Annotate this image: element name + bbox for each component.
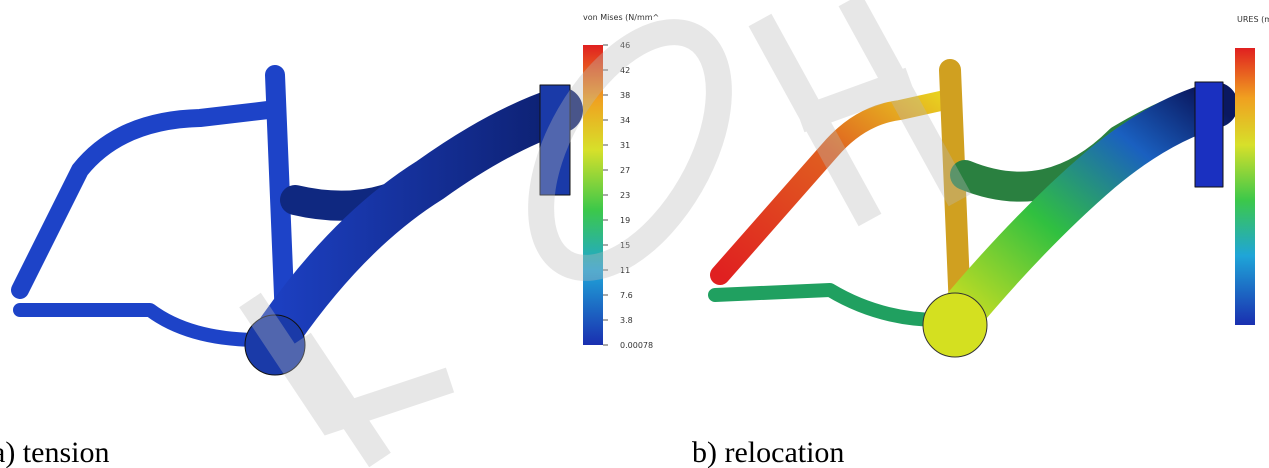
caption: b) relocation xyxy=(692,436,844,468)
tick-label: 3.8 xyxy=(620,316,633,325)
tick-label: 19 xyxy=(620,216,630,225)
frame-a xyxy=(20,75,570,375)
legend-title: von Mises (N/mm^ xyxy=(583,13,659,22)
colorbar xyxy=(1235,48,1255,325)
tick-label: 38 xyxy=(620,91,630,100)
legend-title: URES (m xyxy=(1237,15,1269,24)
caption: a) tension xyxy=(0,436,109,468)
frame-b xyxy=(715,70,1223,357)
tick-label: 31 xyxy=(620,141,630,150)
tick-label: 34 xyxy=(620,116,630,125)
tick-label: 7.6 xyxy=(620,291,633,300)
tick-label: 27 xyxy=(620,166,630,175)
tick-label: 0.00078 xyxy=(620,341,653,350)
tick-label: 23 xyxy=(620,191,630,200)
figure: von Mises (N/mm^ 464238343127231915117.6… xyxy=(0,0,1269,468)
